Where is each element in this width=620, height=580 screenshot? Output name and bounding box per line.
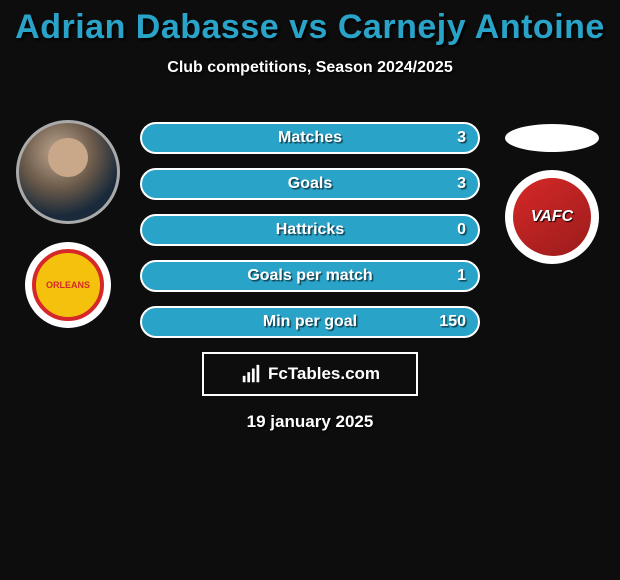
stat-label: Goals per match bbox=[247, 267, 372, 285]
stat-row-min-per-goal: Min per goal 150 bbox=[140, 306, 480, 338]
page-title: Adrian Dabasse vs Carnejy Antoine bbox=[0, 0, 620, 47]
left-player-column: ORLEANS bbox=[8, 120, 128, 328]
watermark-text: FcTables.com bbox=[268, 364, 380, 384]
stat-right-value: 150 bbox=[439, 313, 466, 331]
chart-icon bbox=[240, 363, 262, 385]
player-left-club-logo: ORLEANS bbox=[25, 242, 111, 328]
player-right-photo-placeholder bbox=[505, 124, 599, 152]
club-left-text: ORLEANS bbox=[46, 281, 90, 290]
stat-right-value: 3 bbox=[457, 175, 466, 193]
stat-row-matches: Matches 3 bbox=[140, 122, 480, 154]
date-text: 19 january 2025 bbox=[0, 412, 620, 432]
subtitle: Club competitions, Season 2024/2025 bbox=[0, 59, 620, 77]
right-player-column: VAFC bbox=[492, 120, 612, 264]
player-left-photo bbox=[16, 120, 120, 224]
stat-label: Goals bbox=[288, 175, 332, 193]
stat-row-goals: Goals 3 bbox=[140, 168, 480, 200]
stat-right-value: 3 bbox=[457, 129, 466, 147]
stat-right-value: 1 bbox=[457, 267, 466, 285]
stat-right-value: 0 bbox=[457, 221, 466, 239]
stat-label: Matches bbox=[278, 129, 342, 147]
club-right-text: VAFC bbox=[531, 208, 573, 226]
stat-row-goals-per-match: Goals per match 1 bbox=[140, 260, 480, 292]
stats-bars: Matches 3 Goals 3 Hattricks 0 Goals per … bbox=[140, 122, 480, 352]
watermark-box: FcTables.com bbox=[202, 352, 418, 396]
stat-label: Min per goal bbox=[263, 313, 357, 331]
stat-row-hattricks: Hattricks 0 bbox=[140, 214, 480, 246]
player-right-club-logo: VAFC bbox=[505, 170, 599, 264]
stat-label: Hattricks bbox=[276, 221, 344, 239]
